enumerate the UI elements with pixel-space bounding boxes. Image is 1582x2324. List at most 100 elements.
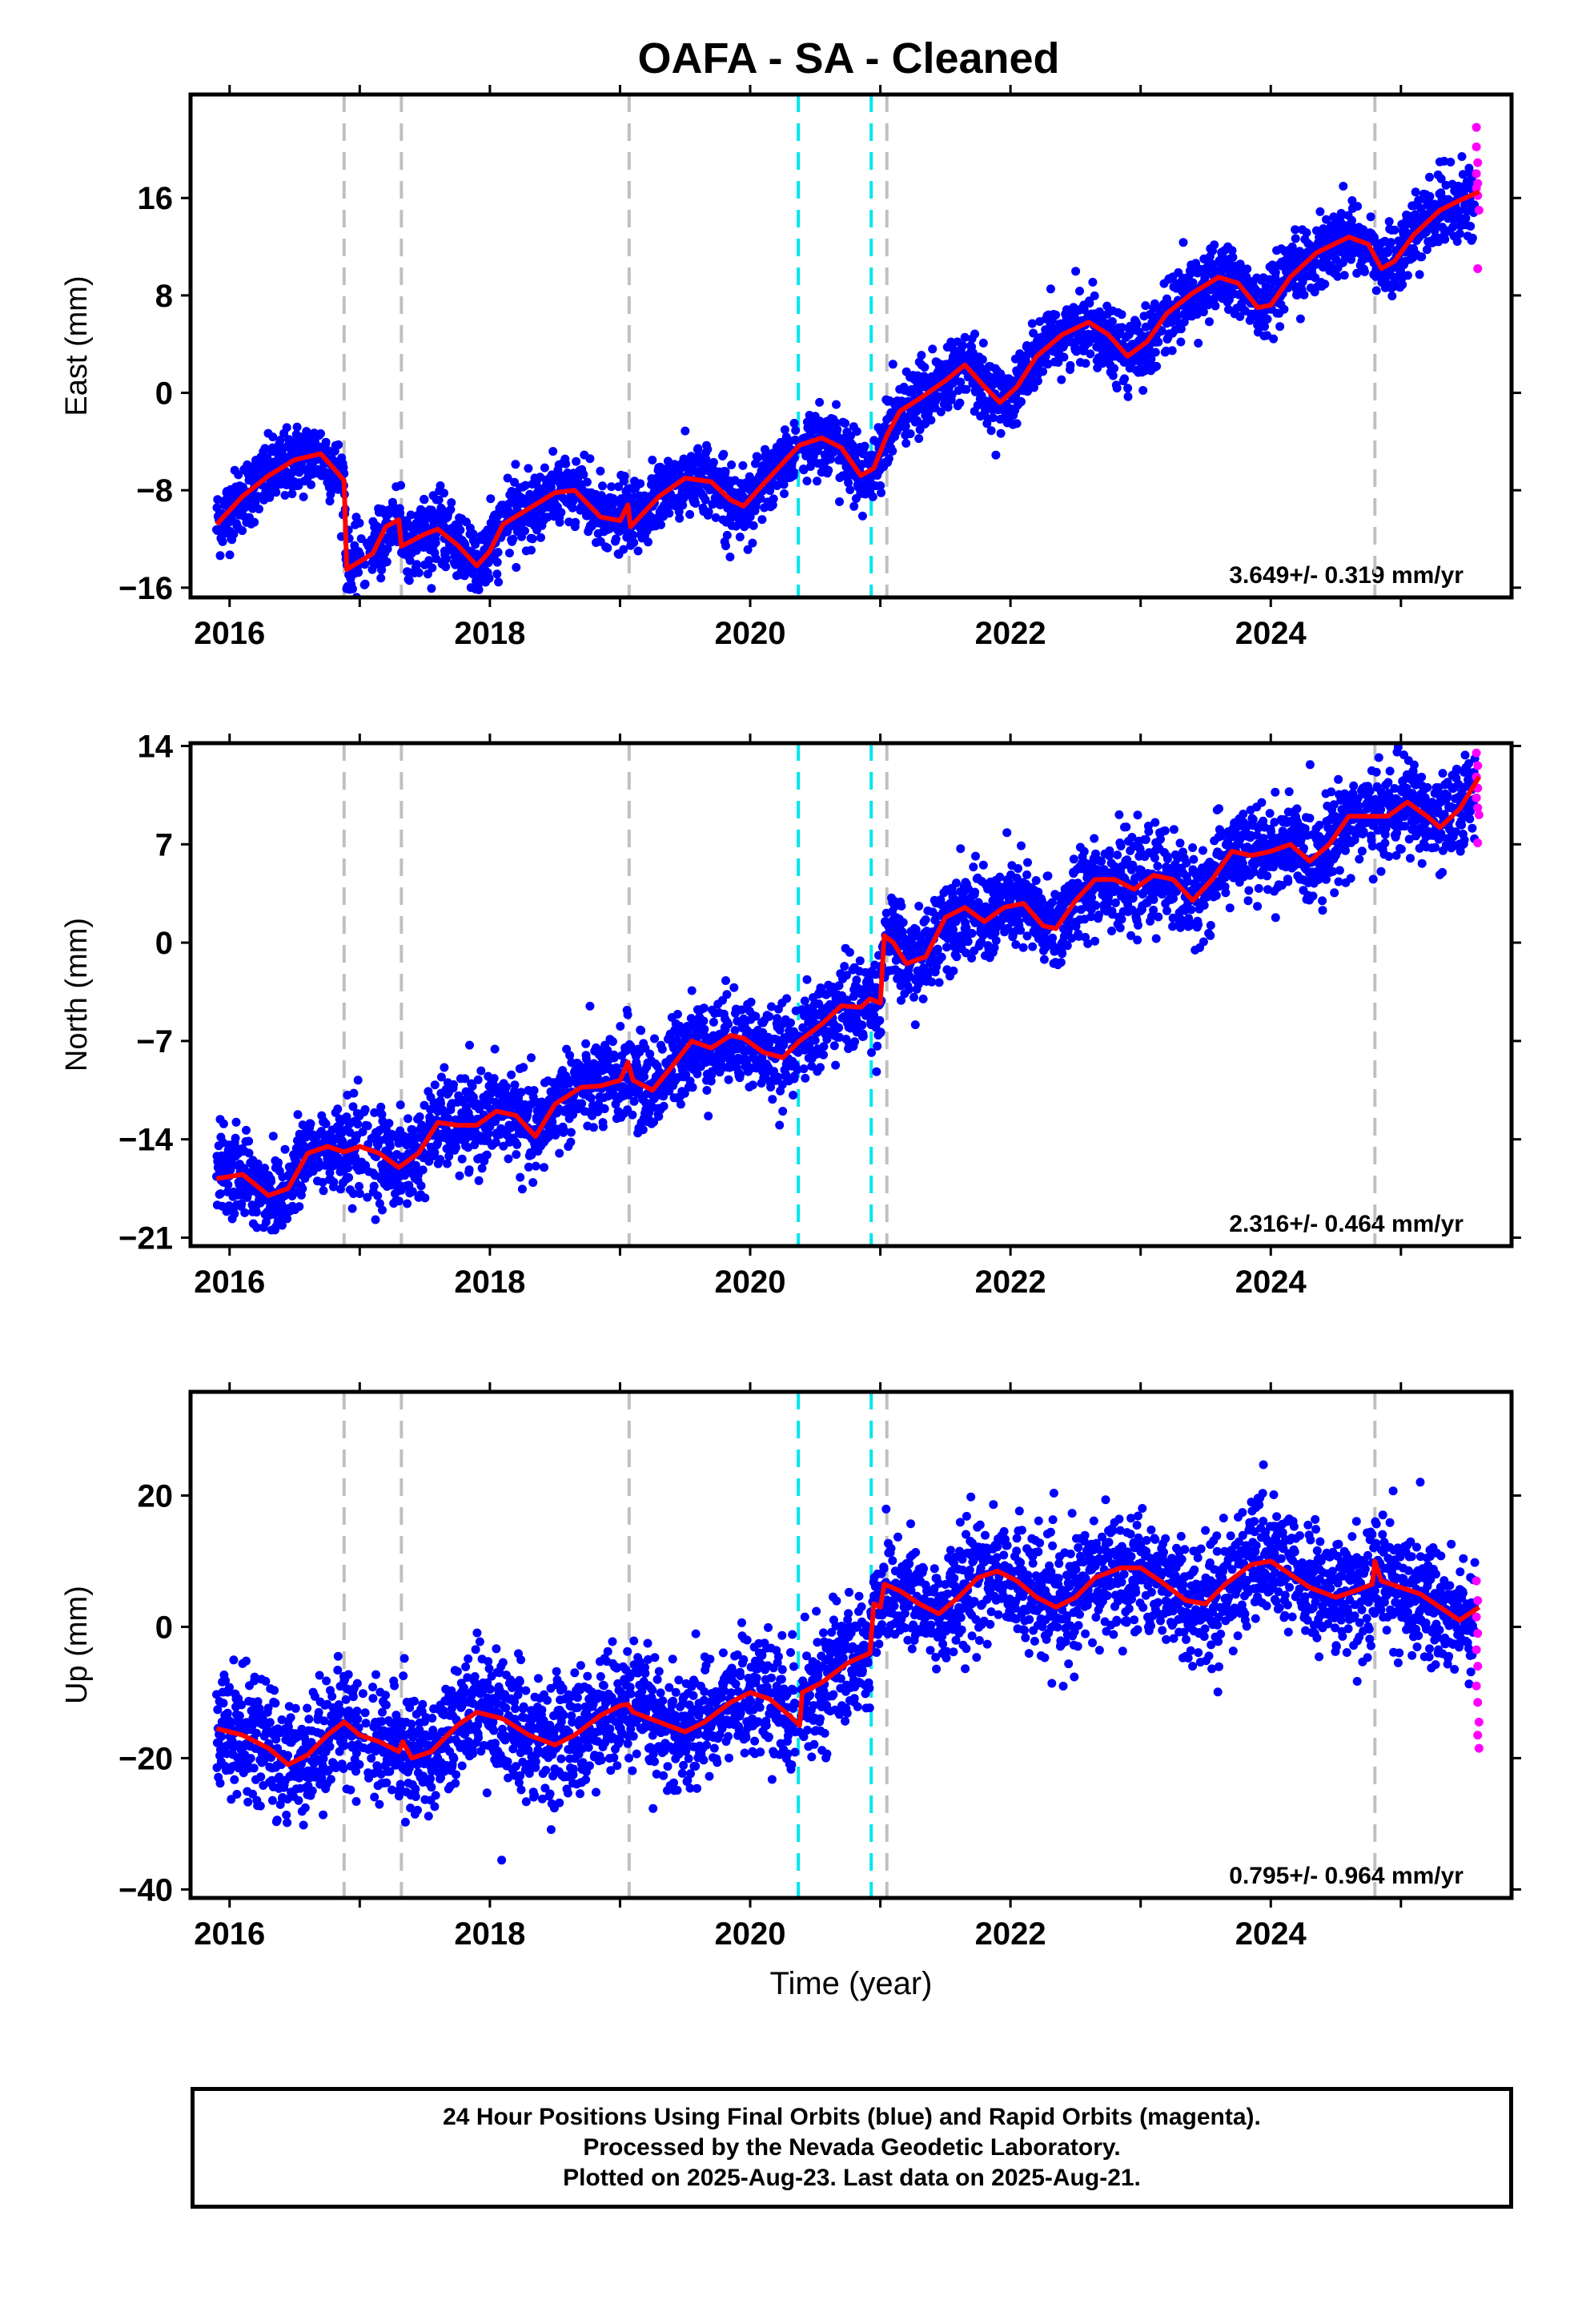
final-orbit-point bbox=[486, 494, 496, 504]
final-orbit-point bbox=[719, 449, 729, 459]
final-orbit-point bbox=[920, 363, 930, 372]
final-orbit-point bbox=[588, 1123, 598, 1132]
final-orbit-point bbox=[765, 486, 775, 496]
final-orbit-point bbox=[494, 577, 504, 587]
final-orbit-point bbox=[1322, 215, 1331, 224]
final-orbit-point bbox=[1439, 156, 1449, 166]
final-orbit-point bbox=[623, 1010, 632, 1019]
final-orbit-point bbox=[260, 1164, 270, 1173]
final-orbit-point bbox=[1141, 301, 1150, 311]
final-orbit-point bbox=[1440, 235, 1450, 244]
final-orbit-point bbox=[503, 473, 512, 483]
chart-title: OAFA - SA - Cleaned bbox=[637, 34, 1060, 82]
final-orbit-point bbox=[444, 1114, 453, 1123]
final-orbit-point bbox=[295, 468, 304, 477]
final-orbit-point bbox=[888, 446, 897, 456]
rapid-orbit-point bbox=[1472, 123, 1481, 132]
final-orbit-point bbox=[504, 549, 514, 558]
final-orbit-point bbox=[725, 553, 735, 561]
final-orbit-point bbox=[702, 1086, 712, 1095]
final-orbit-point bbox=[298, 1184, 307, 1193]
final-orbit-point bbox=[638, 1125, 648, 1135]
final-orbit-point bbox=[548, 447, 558, 456]
final-orbit-point bbox=[231, 1133, 240, 1143]
final-orbit-point bbox=[334, 440, 343, 449]
plot-area bbox=[212, 743, 1484, 1246]
final-orbit-point bbox=[376, 1102, 386, 1112]
final-orbit-point bbox=[436, 1072, 446, 1082]
final-orbit-point bbox=[443, 1159, 452, 1168]
final-orbit-point bbox=[564, 517, 574, 527]
final-orbit-point bbox=[701, 455, 711, 464]
final-orbit-point bbox=[274, 1158, 283, 1168]
final-orbit-point bbox=[749, 521, 758, 530]
final-orbit-point bbox=[753, 452, 763, 462]
final-orbit-point bbox=[316, 429, 325, 438]
final-orbit-point bbox=[382, 557, 391, 567]
final-orbit-point bbox=[490, 1044, 500, 1054]
final-orbit-point bbox=[287, 1192, 297, 1200]
final-orbit-point bbox=[711, 513, 721, 522]
final-orbit-point bbox=[540, 1163, 548, 1172]
final-orbit-point bbox=[1038, 367, 1048, 376]
final-orbit-point bbox=[566, 1128, 576, 1137]
final-orbit-point bbox=[701, 495, 710, 505]
final-orbit-point bbox=[412, 560, 422, 569]
final-orbit-point bbox=[579, 470, 588, 480]
final-orbit-point bbox=[1176, 337, 1186, 347]
final-orbit-point bbox=[1172, 312, 1182, 321]
final-orbit-point bbox=[586, 1093, 596, 1103]
final-orbit-point bbox=[460, 1074, 470, 1084]
north-ylabel: North (mm) bbox=[60, 918, 94, 1072]
final-orbit-point bbox=[1353, 202, 1363, 211]
final-orbit-point bbox=[1339, 271, 1349, 280]
final-orbit-point bbox=[1387, 292, 1397, 301]
final-orbit-point bbox=[1081, 359, 1090, 368]
final-orbit-point bbox=[492, 557, 502, 567]
final-orbit-point bbox=[280, 1144, 290, 1154]
final-orbit-point bbox=[457, 1154, 467, 1164]
final-orbit-point bbox=[841, 419, 850, 428]
final-orbit-point bbox=[447, 498, 456, 508]
final-orbit-point bbox=[1366, 212, 1375, 222]
final-orbit-point bbox=[815, 397, 825, 407]
final-orbit-point bbox=[423, 569, 432, 579]
final-orbit-point bbox=[556, 508, 566, 517]
x-tick-label: 2022 bbox=[975, 616, 1046, 651]
final-orbit-point bbox=[507, 1070, 516, 1080]
final-orbit-point bbox=[1075, 287, 1084, 296]
y-tick-label: −8 bbox=[136, 473, 173, 509]
final-orbit-point bbox=[675, 513, 685, 523]
final-orbit-point bbox=[561, 459, 571, 468]
final-orbit-point bbox=[431, 538, 440, 548]
final-orbit-point bbox=[267, 1176, 276, 1186]
final-orbit-point bbox=[1167, 346, 1177, 356]
final-orbit-point bbox=[607, 482, 616, 492]
final-orbit-point bbox=[1071, 267, 1081, 276]
final-orbit-point bbox=[420, 495, 429, 505]
final-orbit-point bbox=[678, 501, 688, 510]
final-orbit-point bbox=[277, 1220, 287, 1230]
final-orbit-point bbox=[355, 550, 365, 560]
final-orbit-point bbox=[510, 1080, 520, 1090]
final-orbit-point bbox=[1227, 246, 1237, 255]
final-orbit-point bbox=[1210, 240, 1219, 250]
final-orbit-point bbox=[609, 1053, 619, 1063]
final-orbit-point bbox=[526, 1100, 536, 1109]
east-panel: East (mm) 3.649+/- 0.319 mm/yr −16−80816… bbox=[60, 85, 1521, 651]
final-orbit-point bbox=[577, 1099, 587, 1108]
final-orbit-point bbox=[844, 478, 853, 488]
final-orbit-point bbox=[1117, 310, 1126, 320]
final-orbit-point bbox=[1263, 315, 1272, 324]
final-orbit-point bbox=[512, 1140, 522, 1149]
final-orbit-point bbox=[512, 563, 521, 572]
final-orbit-point bbox=[1157, 326, 1166, 336]
final-orbit-point bbox=[415, 1112, 424, 1121]
final-orbit-point bbox=[325, 497, 335, 506]
final-orbit-point bbox=[250, 517, 259, 527]
final-orbit-point bbox=[1117, 323, 1126, 332]
final-orbit-point bbox=[517, 1184, 527, 1194]
final-orbit-point bbox=[629, 538, 639, 548]
final-orbit-point bbox=[884, 454, 893, 464]
x-tick-label: 2016 bbox=[194, 616, 265, 651]
